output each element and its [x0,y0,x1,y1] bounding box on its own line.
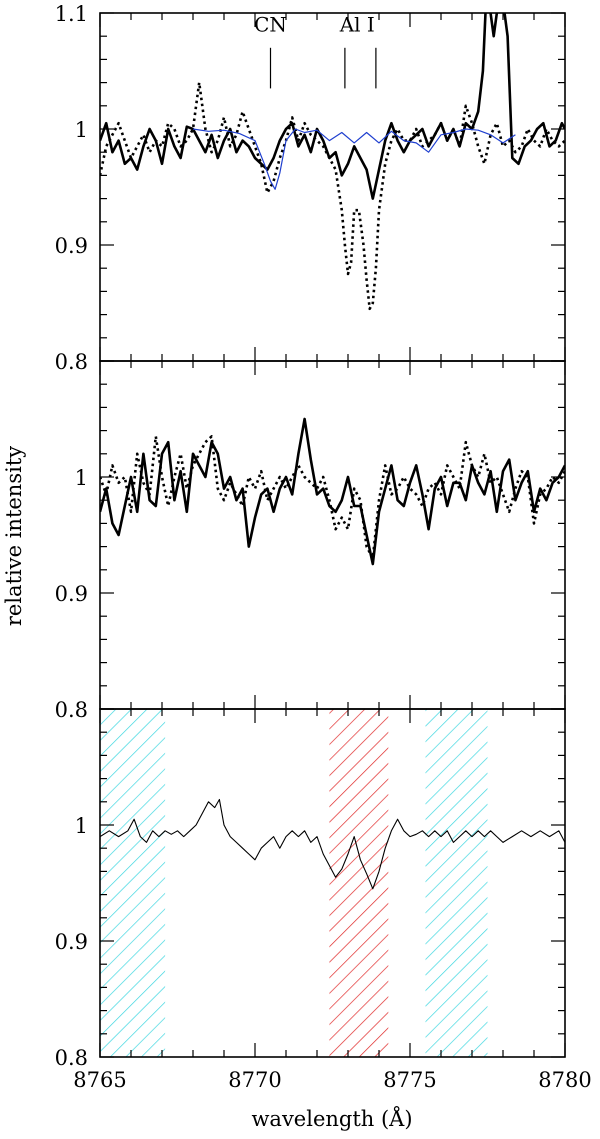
panel-3-ytick-label: 0.9 [55,930,88,954]
panel-2-ytick-label: 1 [75,466,88,490]
panel-1-series-3-model-thin [192,128,516,190]
panel-3-hatched-band-2 [329,709,389,1057]
panel-3-series-1-solid-thin [100,798,565,890]
series-layer [100,13,565,890]
panel-2-series-1-solid-thick [100,417,565,566]
panel-1-series-2-dotted [100,81,565,311]
panel-2-ytick-label: 0.9 [55,582,88,606]
panel-3-frame [99,708,566,1058]
line-annotation-al-i: Al I [339,13,375,37]
panel-1-ytick-label: 1 [75,118,88,142]
xtick-label: 8775 [383,1068,436,1092]
panel-3-hatched-band-1 [100,709,166,1057]
panel-3-ytick-label: 1 [75,814,88,838]
text-layer: 0.8 0.9 1 1.1 CN Al I 0.8 0.9 1 0.8 0.9 1 8765 8770 87… [55,2,592,1092]
xtick-label: 8780 [538,1068,591,1092]
panel-3-ytick-label: 0.8 [55,1046,88,1070]
x-axis-label: wavelength (Å) [251,1106,412,1131]
panel-2-ytick-label: 0.8 [55,698,88,722]
y-axis-label: relative intensity [2,446,26,626]
panel-1-series-1-solid-thick [100,13,565,200]
panel-1-frame [99,12,566,362]
frame-layer [99,12,566,1058]
panel-2-frame [99,360,566,710]
xtick-label: 8770 [228,1068,281,1092]
band-layer [100,709,488,1057]
panel-1-ytick-label: 1.1 [55,2,88,26]
panel-3-hatched-band-3 [425,709,488,1057]
panel-1-ytick-label: 0.8 [55,350,88,374]
xtick-label: 8765 [73,1068,126,1092]
line-annotation-cn: CN [254,13,287,37]
panel-1-ytick-label: 0.9 [55,234,88,258]
